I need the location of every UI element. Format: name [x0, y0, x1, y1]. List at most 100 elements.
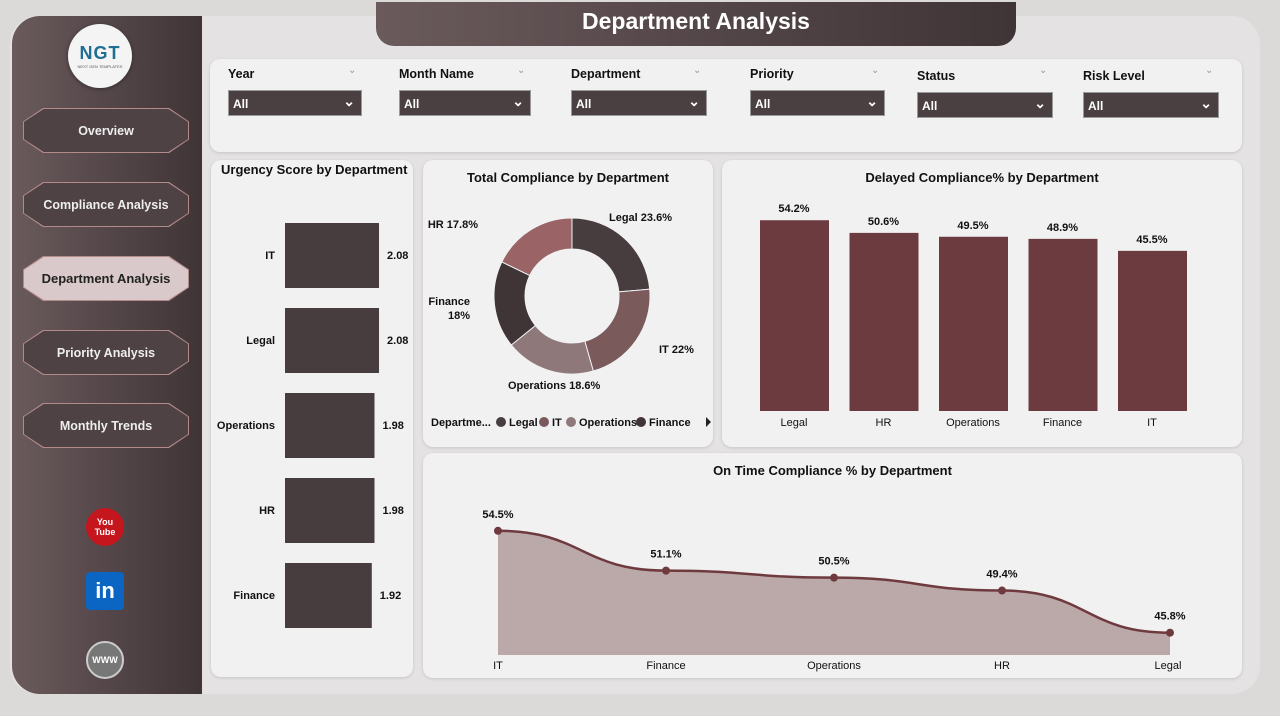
- globe-icon[interactable]: WWW: [86, 641, 124, 679]
- category-label: Finance: [646, 660, 685, 672]
- category-label: HR: [259, 505, 275, 517]
- data-label: 1.98: [382, 505, 403, 517]
- chevron-down-icon[interactable]: ⌄: [348, 65, 357, 76]
- urgency-card: Urgency Score by Department IT 2.08 Legal 2…: [211, 160, 413, 677]
- nav-label: Priority Analysis: [24, 331, 188, 374]
- nav-label: Department Analysis: [24, 257, 188, 300]
- chevron-down-icon[interactable]: ⌄: [1205, 65, 1214, 76]
- data-label: 50.5%: [818, 556, 849, 568]
- chart-title: Urgency Score by Department: [221, 162, 408, 177]
- chevron-down-icon[interactable]: ⌄: [871, 65, 880, 76]
- slice-label: Finance: [428, 296, 470, 308]
- bar: [939, 236, 1008, 411]
- chart-title: On Time Compliance % by Department: [713, 463, 952, 478]
- area-fill: [498, 530, 1170, 655]
- chevron-down-icon: ⌄: [1034, 95, 1046, 111]
- bar: [285, 223, 380, 288]
- nav-monthly-trends[interactable]: Monthly Trends: [23, 403, 189, 448]
- chevron-down-icon[interactable]: ⌄: [1039, 65, 1048, 76]
- data-label: 49.5%: [957, 220, 988, 232]
- bar: [1118, 250, 1187, 411]
- donut-chart: Legal 23.6% IT 22% Operations 18.6% Finance…: [428, 212, 711, 429]
- filter-label: Year: [228, 67, 255, 81]
- legend-item: Operations: [579, 417, 637, 429]
- category-label: IT: [1147, 417, 1157, 429]
- data-point: [998, 586, 1006, 595]
- bar: [285, 393, 375, 458]
- chevron-down-icon[interactable]: ⌄: [517, 65, 526, 76]
- donut-slice: [584, 288, 651, 372]
- slice-label: 18%: [448, 310, 470, 322]
- donut-slice: [501, 217, 573, 277]
- legend-item: Finance: [649, 417, 691, 429]
- category-label: HR: [994, 660, 1010, 672]
- youtube-icon[interactable]: You Tube: [86, 508, 124, 546]
- category-label: Legal: [246, 335, 275, 347]
- bar: [285, 478, 375, 543]
- category-label: Legal: [781, 417, 808, 429]
- data-label: 1.98: [382, 420, 403, 432]
- filter-value: All: [1088, 99, 1104, 113]
- urgency-chart: IT 2.08 Legal 2.08 Operations 1.98 HR 1.98 Finan…: [217, 223, 408, 628]
- data-point: [662, 566, 670, 575]
- data-label: 2.08: [387, 335, 408, 347]
- legend-marker: [496, 417, 506, 427]
- data-label: 51.1%: [650, 549, 681, 561]
- filter-dropdown[interactable]: All ⌄: [228, 90, 362, 116]
- data-label: 1.92: [380, 590, 401, 602]
- nav-overview[interactable]: Overview: [23, 108, 189, 153]
- legend-next-icon[interactable]: [706, 417, 711, 427]
- bar: [760, 220, 829, 411]
- chevron-down-icon: ⌄: [1200, 95, 1212, 111]
- legend-marker: [636, 417, 646, 427]
- filter-dropdown[interactable]: All ⌄: [750, 90, 885, 116]
- nav-department-analysis[interactable]: Department Analysis: [23, 256, 189, 301]
- filter-panel: Year ⌄ All ⌄ Month Name ⌄ All ⌄ Department ⌄…: [210, 59, 1242, 152]
- filter-dropdown[interactable]: All ⌄: [917, 92, 1053, 118]
- filter-label: Department: [571, 67, 641, 81]
- logo: NGT NEXT GEN TEMPLATES: [68, 24, 132, 88]
- filter-dropdown[interactable]: All ⌄: [571, 90, 707, 116]
- legend-marker: [539, 417, 549, 427]
- delayed-chart: 54.2% Legal 50.6% HR 49.5% Operations 48.9% Fin…: [760, 203, 1187, 429]
- donut-card: Total Compliance by Department Legal 23.…: [423, 160, 713, 447]
- filter-label: Priority: [750, 67, 794, 81]
- filter-dropdown[interactable]: All ⌄: [1083, 92, 1219, 118]
- chevron-down-icon[interactable]: ⌄: [693, 65, 702, 76]
- chevron-down-icon: ⌄: [866, 93, 878, 109]
- nav-label: Compliance Analysis: [24, 183, 188, 226]
- category-label: IT: [493, 660, 503, 672]
- chevron-down-icon: ⌄: [343, 93, 355, 109]
- filter-label: Status: [917, 69, 956, 83]
- page-title: Department Analysis: [376, 2, 1016, 46]
- legend-item: IT: [552, 417, 562, 429]
- category-label: IT: [265, 250, 275, 262]
- data-label: 48.9%: [1047, 222, 1078, 234]
- data-label: 2.08: [387, 250, 408, 262]
- slice-label: Legal 23.6%: [609, 212, 672, 224]
- data-point: [494, 526, 502, 535]
- linkedin-icon[interactable]: in: [86, 572, 124, 610]
- filter-dropdown[interactable]: All ⌄: [399, 90, 531, 116]
- category-label: HR: [876, 417, 892, 429]
- category-label: Operations: [946, 417, 1000, 429]
- filter-label: Risk Level: [1083, 69, 1145, 83]
- slice-label: IT 22%: [659, 344, 694, 356]
- data-label: 45.5%: [1136, 234, 1167, 246]
- delayed-card: Delayed Compliance% by Department 54.2% L…: [722, 160, 1242, 447]
- category-label: Finance: [1043, 417, 1082, 429]
- category-label: Legal: [1155, 660, 1182, 672]
- logo-text: NGT: [79, 43, 121, 63]
- slice-label: Operations 18.6%: [508, 380, 601, 392]
- nav-compliance-analysis[interactable]: Compliance Analysis: [23, 182, 189, 227]
- chart-title: Delayed Compliance% by Department: [865, 170, 1099, 185]
- filter-value: All: [922, 99, 938, 113]
- data-point: [830, 573, 838, 582]
- bar: [849, 232, 919, 411]
- logo-subtext: NEXT GEN TEMPLATES: [77, 64, 123, 69]
- data-label: 54.5%: [482, 509, 513, 521]
- nav-label: Overview: [24, 109, 188, 152]
- data-label: 50.6%: [868, 216, 899, 228]
- nav-priority-analysis[interactable]: Priority Analysis: [23, 330, 189, 375]
- chart-title: Total Compliance by Department: [466, 170, 669, 185]
